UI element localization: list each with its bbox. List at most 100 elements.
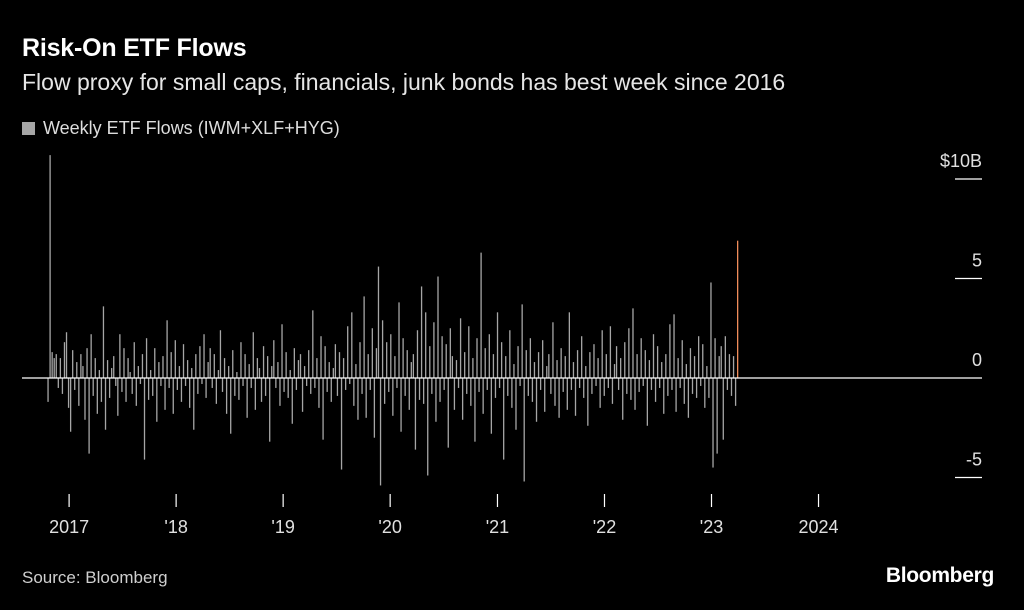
bar	[437, 276, 439, 378]
bar	[156, 378, 158, 422]
bar	[679, 378, 681, 388]
bar	[102, 306, 105, 378]
bar	[527, 378, 529, 396]
bar	[659, 378, 661, 388]
bar	[422, 378, 425, 404]
y-tick-label: $10B	[940, 151, 982, 171]
bar	[726, 378, 729, 390]
bar	[195, 354, 197, 378]
bar	[476, 338, 478, 378]
bar	[443, 378, 445, 390]
bars-group	[47, 155, 739, 486]
bar	[271, 366, 273, 378]
bar	[488, 334, 490, 378]
bar	[322, 378, 324, 440]
bloomberg-logo: Bloomberg	[885, 564, 994, 587]
bar	[125, 378, 127, 402]
bar	[644, 350, 646, 378]
bar	[217, 370, 220, 378]
bar	[310, 378, 312, 394]
bar	[704, 378, 706, 408]
bar	[115, 378, 117, 386]
bar	[550, 378, 552, 394]
bar	[78, 378, 80, 406]
bar	[720, 346, 722, 378]
bar	[542, 340, 544, 378]
bar	[656, 346, 659, 378]
bar	[154, 348, 156, 378]
bar	[546, 366, 548, 378]
y-tick-label: 0	[972, 350, 982, 370]
bar	[511, 378, 513, 408]
bar	[145, 338, 148, 378]
bar	[552, 322, 554, 378]
bar	[88, 378, 90, 454]
bar	[402, 338, 404, 378]
bar	[503, 378, 505, 460]
bar	[65, 332, 68, 378]
bar	[279, 378, 281, 406]
legend: Weekly ETF Flows (IWM+XLF+HYG)	[22, 118, 340, 139]
bar	[544, 378, 546, 412]
bar	[492, 354, 495, 378]
bar	[710, 282, 712, 378]
bar	[673, 314, 675, 378]
bar	[617, 378, 620, 390]
bar	[624, 342, 626, 378]
bar	[521, 304, 523, 378]
bar	[80, 354, 82, 378]
bar	[634, 378, 636, 410]
bar	[681, 340, 683, 378]
bar	[728, 354, 731, 378]
bar	[478, 378, 480, 392]
bar	[706, 366, 708, 378]
bar	[383, 378, 386, 404]
bar	[732, 356, 735, 378]
bar	[675, 378, 677, 412]
bar	[482, 378, 484, 414]
bar	[297, 360, 300, 378]
bar	[677, 358, 679, 378]
bar	[295, 378, 298, 390]
bar	[262, 346, 265, 378]
chart-title: Risk-On ETF Flows	[22, 34, 247, 62]
bar	[671, 378, 673, 390]
bar	[250, 378, 252, 388]
bar	[693, 356, 696, 378]
bar	[338, 352, 341, 378]
bar	[480, 252, 482, 378]
bar	[581, 336, 583, 378]
bar	[451, 356, 454, 378]
bar	[431, 378, 433, 394]
bar	[326, 378, 328, 392]
bar	[355, 364, 357, 378]
bar	[365, 378, 367, 418]
bar	[53, 358, 55, 378]
x-tick-label: 2017	[49, 517, 89, 537]
bar	[59, 358, 62, 378]
bar	[390, 334, 392, 378]
bar	[605, 354, 607, 378]
bar	[74, 378, 76, 390]
bar	[293, 348, 295, 378]
bar	[509, 330, 511, 378]
bar	[515, 378, 517, 430]
bar	[189, 378, 191, 408]
bar	[232, 350, 234, 378]
bar	[392, 378, 394, 416]
bar	[698, 336, 700, 378]
bar	[556, 360, 558, 378]
bar	[398, 302, 400, 378]
bar	[410, 362, 412, 378]
bar	[357, 378, 359, 420]
y-tick-label: 5	[972, 251, 982, 271]
bar	[137, 366, 139, 378]
bar	[730, 378, 733, 396]
bar	[445, 344, 447, 378]
bar	[585, 366, 587, 378]
bar	[375, 348, 378, 378]
bar	[332, 368, 334, 378]
bar	[318, 378, 320, 408]
bar	[347, 326, 349, 378]
bar	[597, 358, 599, 378]
